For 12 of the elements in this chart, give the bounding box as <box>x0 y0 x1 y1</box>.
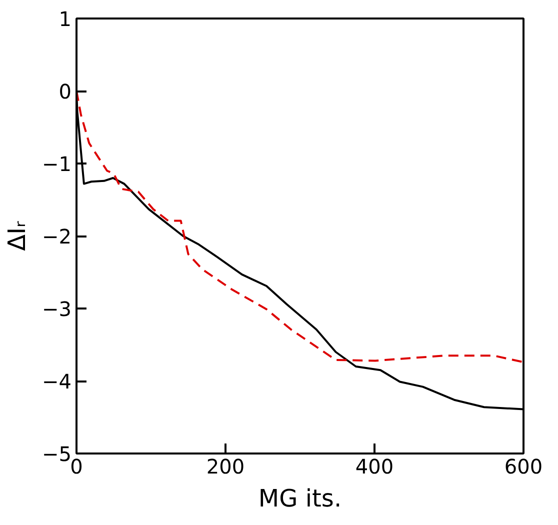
y-axis-title: ΔIᵣ <box>3 220 32 251</box>
x-tick-label: 400 <box>355 454 394 478</box>
y-tick-label: −5 <box>42 442 72 466</box>
x-axis-title: MG its. <box>258 484 342 512</box>
y-tick-label: 0 <box>58 80 72 104</box>
y-tick-label: −2 <box>42 224 72 248</box>
y-tick-label: −4 <box>42 370 72 394</box>
x-tick-label: 600 <box>504 454 543 478</box>
x-tick-label: 200 <box>206 454 245 478</box>
y-tick-label: −3 <box>42 297 72 321</box>
y-tick-label: 1 <box>58 7 72 31</box>
y-tick-label: −1 <box>42 152 72 176</box>
